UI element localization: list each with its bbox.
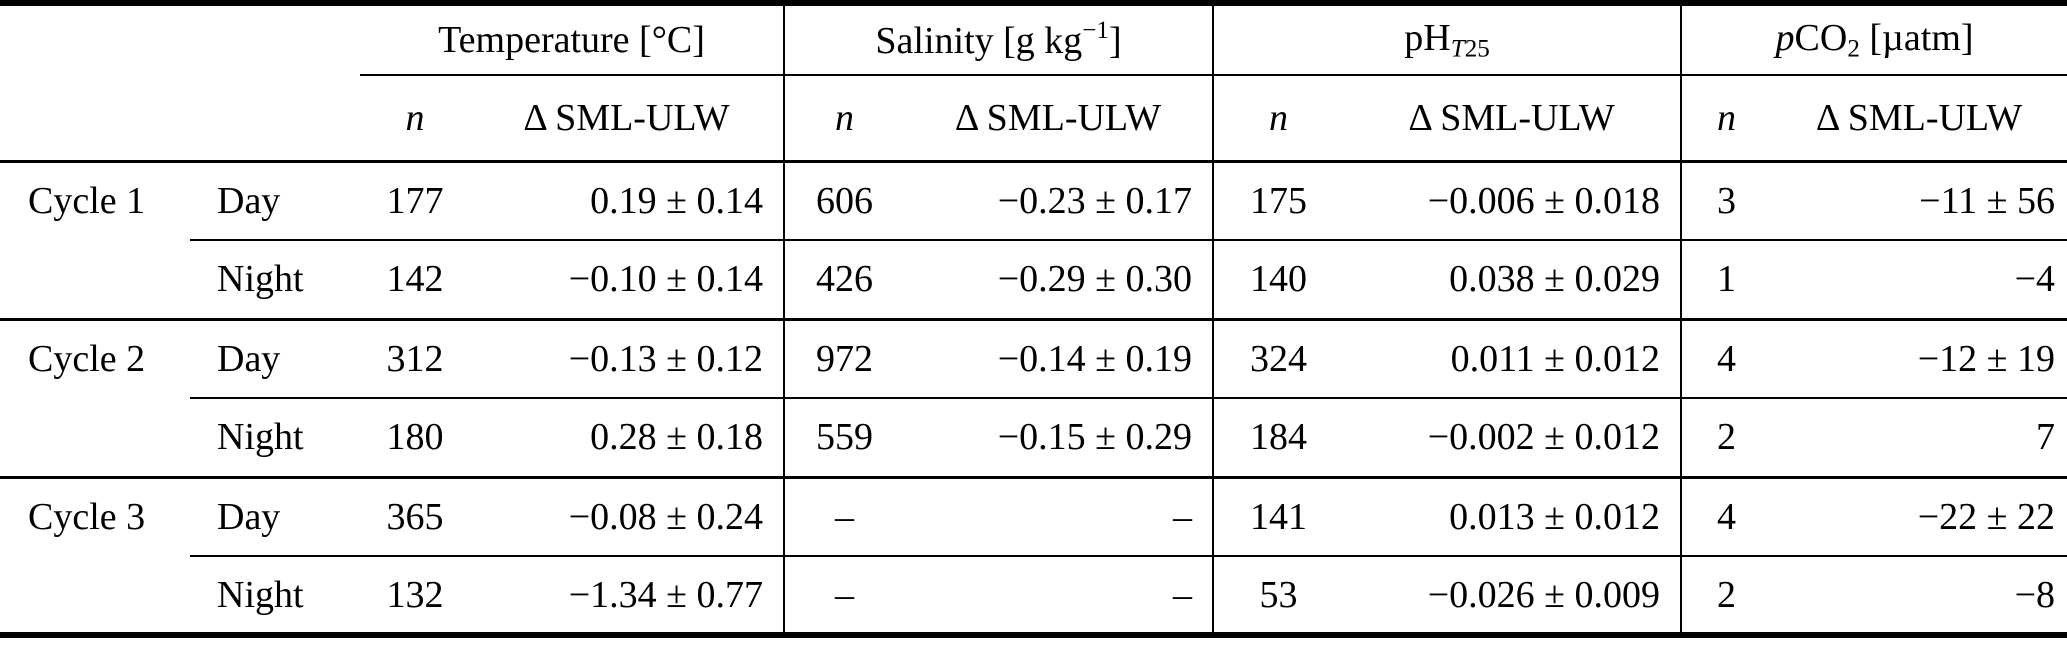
ph-delta-value: 0.038 ± 0.029 bbox=[1343, 240, 1683, 321]
temp-delta-value: −0.13 ± 0.12 bbox=[470, 319, 785, 399]
table-row-cycle2-night: Night 180 0.28 ± 0.18 559 −0.15 ± 0.29 1… bbox=[0, 398, 2067, 479]
ph-n-value: 53 bbox=[1259, 573, 1298, 616]
temperature-header-label: Temperature [°C] bbox=[438, 19, 705, 61]
temp-n-value: 312 bbox=[360, 319, 470, 399]
pco2-delta-value: 7 bbox=[1771, 398, 2067, 479]
sal-delta-value: −0.23 ± 0.17 bbox=[904, 161, 1215, 241]
ph-n-value: 184 bbox=[1213, 398, 1344, 479]
temp-n-value: 365 bbox=[360, 477, 470, 557]
group-header-salinity: Salinity [g kg−1] bbox=[784, 3, 1215, 76]
period-label: Day bbox=[190, 161, 360, 241]
ph-header-sub-25: 25 bbox=[1464, 35, 1490, 63]
pco2-header-label: pCO2 [µatm] bbox=[1775, 17, 1974, 62]
cycle-label: Cycle 1 bbox=[28, 180, 146, 223]
sal-delta-value: – bbox=[904, 477, 1215, 557]
sal-delta-value: −0.14 ± 0.19 bbox=[904, 319, 1215, 399]
temp-delta-value: 0.19 ± 0.14 bbox=[470, 161, 785, 241]
pco2-delta-value: −12 ± 19 bbox=[1771, 319, 2067, 399]
pco2-delta-value: −4 bbox=[1771, 240, 2067, 321]
pco2-header-p: p bbox=[1775, 17, 1795, 60]
pco2-delta-value: −22 ± 22 bbox=[1771, 477, 2067, 557]
temp-n-value: 180 bbox=[360, 398, 470, 479]
ph-delta-header: Δ SML-ULW bbox=[1343, 75, 1683, 163]
period-label: Day bbox=[190, 319, 360, 399]
ph-n-value: 324 bbox=[1213, 319, 1344, 399]
period-label: Day bbox=[190, 477, 360, 557]
pco2-n-value: 1 bbox=[1681, 240, 1772, 321]
salinity-header-sup: −1 bbox=[1082, 16, 1109, 44]
sal-n-value: 606 bbox=[784, 161, 904, 241]
ph-header-sub-t: T bbox=[1450, 35, 1465, 63]
ph-n-value: 141 bbox=[1213, 477, 1344, 557]
pco2-header-unit: [µatm] bbox=[1859, 17, 1974, 60]
temp-delta-value: 0.28 ± 0.18 bbox=[470, 398, 785, 479]
table-row-cycle3-night: Night 132 −1.34 ± 0.77 – – 53 −0.026 ± 0… bbox=[0, 556, 2067, 635]
salinity-header-pre: Salinity [g kg bbox=[875, 20, 1083, 63]
salinity-header-label: Salinity [g kg−1] bbox=[875, 16, 1122, 63]
temp-delta-header: Δ SML-ULW bbox=[470, 75, 785, 163]
pco2-header-co: CO bbox=[1794, 17, 1848, 60]
sal-delta-value: −0.15 ± 0.29 bbox=[904, 398, 1215, 479]
subheader-row: n Δ SML-ULW n Δ SML-ULW n Δ SML-ULW n Δ … bbox=[0, 75, 2067, 163]
cycle-label bbox=[0, 398, 190, 479]
pco2-delta-value: −8 bbox=[2014, 573, 2056, 616]
group-header-pco2: pCO2 [µatm] bbox=[1681, 3, 2067, 76]
pco2-n-value: 3 bbox=[1681, 161, 1772, 241]
temp-delta-value: −1.34 ± 0.77 bbox=[470, 556, 785, 635]
pco2-n-value: 4 bbox=[1681, 477, 1772, 557]
temp-delta-value: −0.08 ± 0.24 bbox=[470, 477, 785, 557]
pco2-delta-header: Δ SML-ULW bbox=[1771, 75, 2067, 163]
salinity-header-post: ] bbox=[1108, 20, 1122, 63]
cycle-label: Cycle 2 bbox=[28, 338, 146, 381]
sal-delta-value: −0.29 ± 0.30 bbox=[904, 240, 1215, 321]
group-header-temperature: Temperature [°C] bbox=[360, 3, 785, 76]
table-row-cycle3-day: Cycle 3 Day 365 −0.08 ± 0.24 – – 141 0.0… bbox=[0, 477, 2067, 557]
table-row-cycle2-day: Cycle 2 Day 312 −0.13 ± 0.12 972 −0.14 ±… bbox=[0, 319, 2067, 399]
sal-n-value: 559 bbox=[784, 398, 904, 479]
cycle-label: Cycle 3 bbox=[28, 496, 146, 539]
pco2-n-value: 2 bbox=[1681, 398, 1772, 479]
group-header-row: Temperature [°C] Salinity [g kg−1] pHT25… bbox=[0, 3, 2067, 76]
header-spacer bbox=[0, 3, 360, 75]
pco2-delta-value: −11 ± 56 bbox=[1771, 161, 2067, 241]
ph-delta-value: −0.002 ± 0.012 bbox=[1343, 398, 1683, 479]
sal-n-value: – bbox=[835, 573, 854, 616]
group-header-ph: pHT25 bbox=[1213, 3, 1683, 76]
period-label: Night bbox=[217, 573, 304, 616]
ph-delta-value: 0.013 ± 0.012 bbox=[1343, 477, 1683, 557]
pco2-n-header: n bbox=[1681, 75, 1772, 163]
ph-delta-value: −0.006 ± 0.018 bbox=[1343, 161, 1683, 241]
sal-delta-header: Δ SML-ULW bbox=[904, 75, 1215, 163]
cycle-label bbox=[0, 240, 190, 321]
ph-n-header: n bbox=[1213, 75, 1344, 163]
pco2-n-value: 2 bbox=[1717, 573, 1737, 616]
sal-n-value: 972 bbox=[784, 319, 904, 399]
subheader-spacer-cycle bbox=[0, 75, 190, 163]
period-label: Night bbox=[190, 398, 360, 479]
temp-delta-value: −0.10 ± 0.14 bbox=[470, 240, 785, 321]
sal-n-value: 426 bbox=[784, 240, 904, 321]
table-row-cycle1-day: Cycle 1 Day 177 0.19 ± 0.14 606 −0.23 ± … bbox=[0, 161, 2067, 241]
sal-n-header: n bbox=[784, 75, 904, 163]
ph-delta-value: 0.011 ± 0.012 bbox=[1343, 319, 1683, 399]
period-label: Night bbox=[190, 240, 360, 321]
pco2-header-sub2: 2 bbox=[1847, 35, 1860, 63]
table-row-cycle1-night: Night 142 −0.10 ± 0.14 426 −0.29 ± 0.30 … bbox=[0, 240, 2067, 321]
cycle-label bbox=[0, 556, 190, 635]
temp-n-value: 132 bbox=[386, 573, 444, 616]
ph-n-value: 140 bbox=[1213, 240, 1344, 321]
temp-n-header: n bbox=[360, 75, 470, 163]
ph-n-value: 175 bbox=[1213, 161, 1344, 241]
sal-n-value: – bbox=[784, 477, 904, 557]
temp-n-value: 142 bbox=[360, 240, 470, 321]
pco2-n-value: 4 bbox=[1681, 319, 1772, 399]
temp-n-value: 177 bbox=[360, 161, 470, 241]
ph-header-label: pHT25 bbox=[1404, 17, 1489, 62]
sal-delta-value: – bbox=[904, 556, 1215, 635]
results-table: Temperature [°C] Salinity [g kg−1] pHT25… bbox=[0, 0, 2067, 638]
ph-header-pre: pH bbox=[1404, 17, 1451, 60]
ph-delta-value: −0.026 ± 0.009 bbox=[1343, 556, 1683, 635]
subheader-spacer-period bbox=[190, 75, 360, 163]
